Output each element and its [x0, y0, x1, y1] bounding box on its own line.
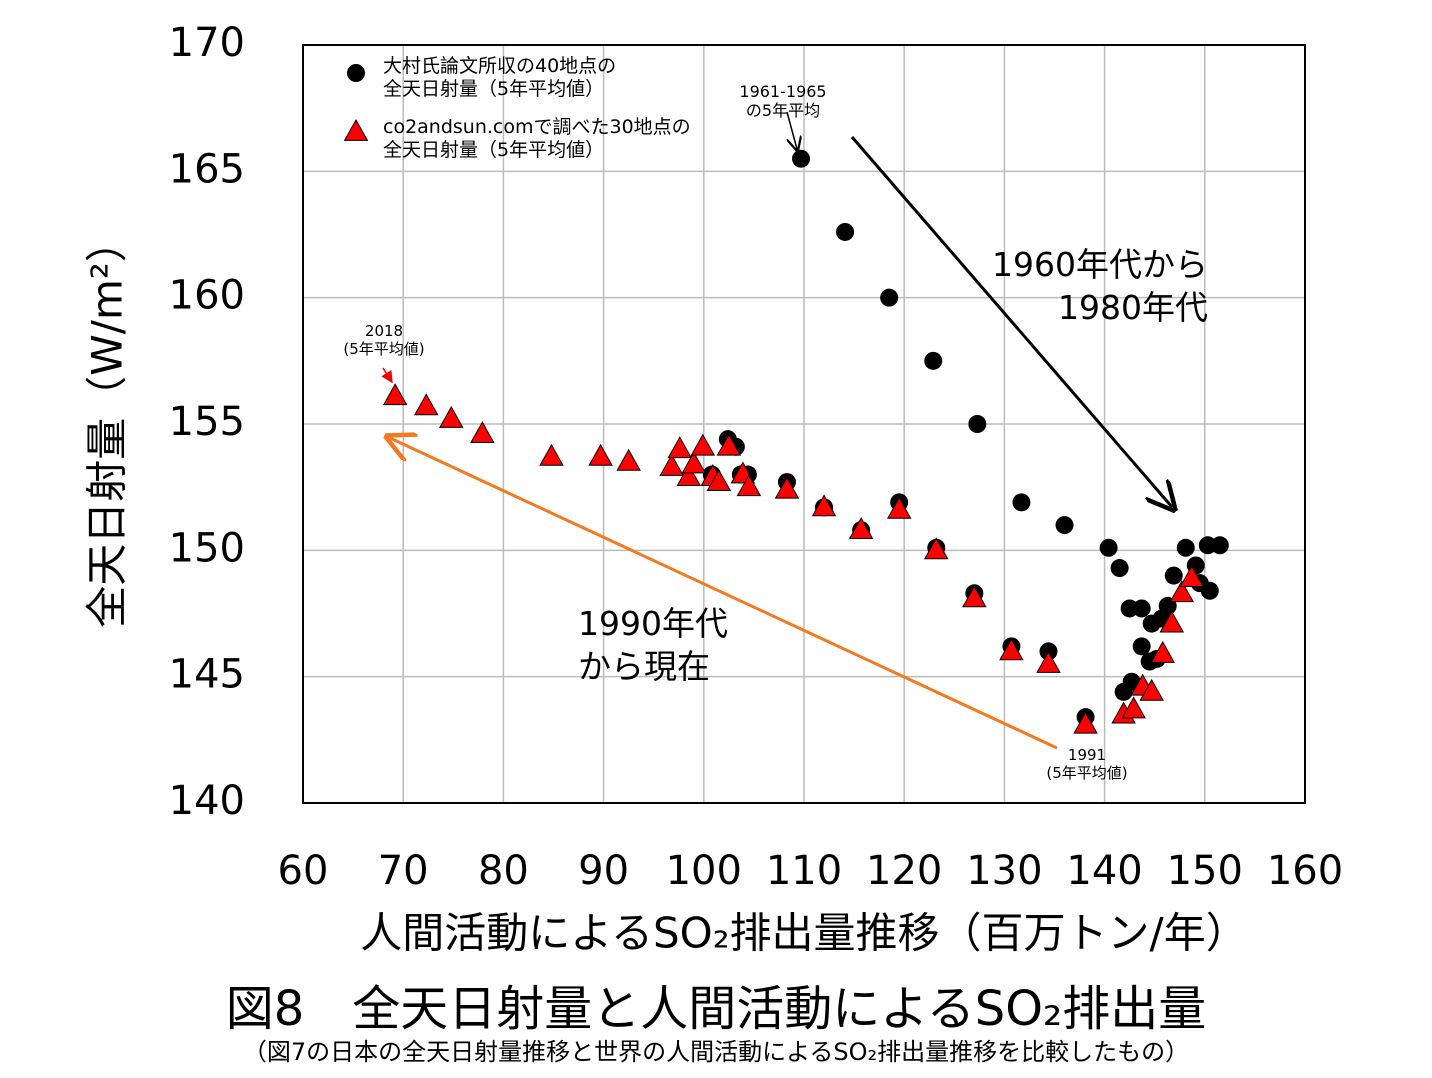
triangle-marker [667, 436, 693, 459]
triangle-marker [848, 517, 874, 540]
annotation: 2018 (5年平均値) [343, 322, 425, 358]
x-tick-label: 110 [766, 848, 842, 894]
circle-marker [836, 222, 855, 241]
x-tick-label: 130 [966, 848, 1042, 894]
y-tick-label: 165 [169, 146, 245, 192]
circle-marker [1176, 538, 1195, 557]
triangle-marker [1073, 711, 1098, 734]
triangle-marker [1139, 678, 1164, 701]
x-tick-label: 120 [866, 848, 942, 894]
circle-marker [968, 415, 987, 433]
triangle-marker [924, 537, 949, 560]
circle-marker [880, 288, 899, 307]
circle-marker [1132, 637, 1151, 656]
x-tick-label: 90 [578, 848, 629, 894]
triangle-marker [886, 496, 912, 519]
triangle-marker [1036, 651, 1061, 673]
circle-marker [1012, 493, 1031, 512]
triangle-marker [616, 448, 641, 471]
arrow [786, 111, 797, 149]
y-tick-label: 155 [169, 399, 245, 445]
circle-marker [1132, 599, 1151, 618]
triangle-marker [690, 433, 716, 456]
annotation: 1990年代 から現在 [578, 604, 728, 686]
triangle-marker [716, 433, 742, 456]
triangle-marker [962, 585, 987, 608]
triangle-marker [1150, 640, 1175, 663]
legend-marker [347, 64, 365, 82]
legend-marker [343, 118, 369, 141]
arrow [381, 367, 393, 384]
plot-frame [302, 44, 1306, 804]
annotation: 1961-1965 の5年平均 [739, 82, 827, 121]
triangle-marker [1169, 580, 1195, 603]
triangle-marker [588, 443, 613, 466]
triangle-marker [736, 474, 762, 497]
y-tick-label: 145 [169, 652, 245, 698]
arrow [390, 438, 1058, 750]
triangle-marker [539, 443, 564, 466]
y-tick-label: 150 [169, 525, 245, 571]
triangle-marker [811, 494, 837, 517]
triangle-marker [706, 469, 732, 492]
x-tick-label: 60 [278, 848, 329, 894]
y-tick-label: 160 [169, 273, 245, 319]
legend-label: 大村氏論文所収の40地点の 全天日射量（5年平均値） [383, 55, 617, 100]
triangle-marker [999, 638, 1024, 661]
triangle-marker [681, 451, 707, 474]
x-tick-label: 160 [1267, 848, 1343, 894]
triangle-marker [659, 453, 684, 476]
y-tick-label: 140 [169, 778, 245, 824]
circle-marker [1200, 581, 1219, 600]
y-axis-label: 全天日射量（W/m²） [83, 220, 132, 627]
arrow [850, 136, 1172, 507]
circle-marker [1110, 559, 1129, 578]
annotation: 1991 (5年平均値) [1046, 746, 1128, 782]
x-tick-label: 100 [666, 848, 742, 894]
chart-title: 図8 全天日射量と人間活動によるSO₂排出量 [226, 981, 1207, 1037]
x-tick-label: 140 [1066, 848, 1142, 894]
triangle-marker [774, 476, 800, 499]
circle-marker [1099, 538, 1118, 557]
circle-marker [924, 351, 943, 370]
circle-marker [1055, 516, 1074, 535]
x-tick-label: 150 [1167, 848, 1243, 894]
x-axis-label: 人間活動によるSO₂排出量推移（百万トン/年） [360, 909, 1247, 958]
triangle-marker [439, 405, 464, 428]
circle-marker [1114, 682, 1133, 701]
x-tick-label: 80 [478, 848, 529, 894]
legend-label: co2andsun.comで調べた30地点の 全天日射量（5年平均値） [383, 116, 691, 161]
circle-marker [791, 149, 810, 168]
annotation: 1960年代から 1980年代 [992, 245, 1208, 327]
triangle-marker [413, 393, 439, 416]
triangle-marker [470, 421, 495, 444]
circle-marker [1210, 536, 1229, 555]
triangle-marker [1159, 610, 1184, 633]
triangle-marker [1179, 565, 1205, 588]
y-tick-label: 170 [169, 20, 245, 66]
chart-subtitle: （図7の日本の全天日射量推移と世界の人間活動によるSO₂排出量推移を比較したもの… [243, 1038, 1189, 1066]
triangle-marker [382, 383, 408, 406]
triangle-marker [1121, 696, 1146, 719]
circle-marker [1164, 566, 1183, 585]
triangle-marker [676, 464, 702, 486]
x-tick-label: 70 [378, 848, 429, 894]
